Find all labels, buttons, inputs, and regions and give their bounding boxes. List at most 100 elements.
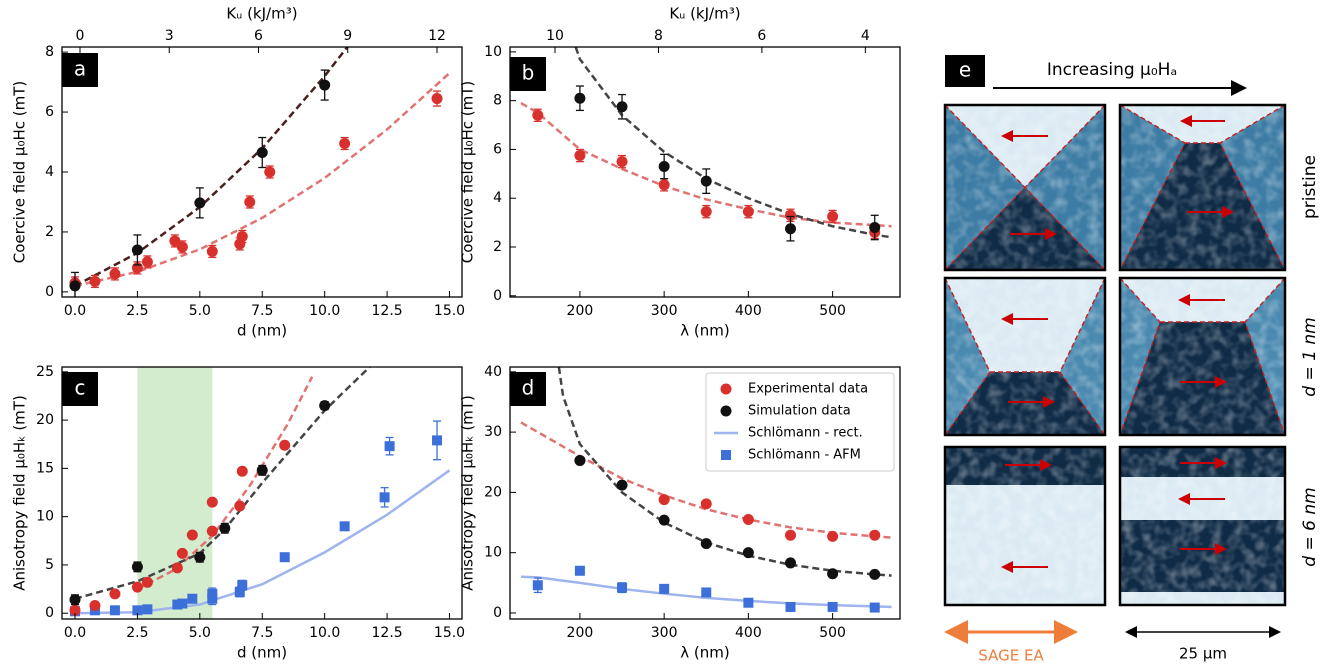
x-tick-label: 7.5	[251, 303, 273, 319]
x-tick-label: 200	[567, 303, 594, 319]
point	[131, 561, 143, 573]
x-tick-label: 0.0	[64, 303, 86, 319]
point	[827, 530, 839, 542]
point	[236, 230, 248, 242]
point	[206, 525, 218, 537]
point	[89, 599, 101, 611]
point	[234, 500, 246, 512]
point	[244, 196, 256, 208]
row-label: d = 6 nm	[1300, 487, 1320, 566]
row-label: d = 1 nm	[1300, 317, 1320, 396]
x-tick-label: 10.0	[309, 625, 340, 641]
panel-label: e	[959, 58, 971, 82]
point	[701, 587, 712, 598]
point	[187, 593, 198, 604]
point	[869, 602, 880, 613]
y-tick-label: 6	[493, 141, 502, 157]
point	[339, 138, 351, 150]
point	[785, 601, 796, 612]
point	[171, 562, 183, 574]
y-tick-label: 6	[45, 104, 54, 120]
y-axis-label: Coercive field μ₀Hc (mT)	[11, 81, 29, 263]
axes-frame	[509, 366, 901, 620]
point	[132, 605, 143, 616]
point	[279, 439, 291, 451]
point	[658, 514, 670, 526]
point	[141, 256, 153, 268]
panel-label: a	[74, 57, 86, 81]
y-tick-label: 10	[484, 44, 502, 60]
x-tick-label: 5.0	[189, 625, 211, 641]
fit-line	[136, 376, 314, 591]
x2-tick-label: 9	[343, 28, 352, 44]
domain-image	[943, 276, 1107, 437]
point	[617, 582, 628, 593]
y-tick-label: 4	[45, 164, 54, 180]
point	[658, 494, 670, 506]
x2-tick-label: 0	[76, 28, 85, 44]
point	[574, 565, 585, 576]
plot-area	[520, 367, 892, 613]
domain-image	[1118, 103, 1287, 272]
point	[236, 465, 248, 477]
x-axis-label: λ (nm)	[680, 322, 729, 340]
x-tick-label: 200	[567, 625, 594, 641]
point	[194, 197, 206, 209]
point	[532, 580, 543, 591]
x2-tick-label: 6	[757, 28, 766, 44]
x-tick-label: 5.0	[189, 303, 211, 319]
panel-label-box	[510, 57, 546, 91]
legend-label: Experimental data	[748, 382, 868, 397]
x2-axis-label: Kᵤ (kJ/m³)	[669, 5, 740, 23]
y-tick-label: 0	[45, 605, 54, 621]
point	[256, 147, 268, 159]
x-tick-label: 0.0	[64, 625, 86, 641]
point	[574, 454, 586, 466]
point	[743, 597, 754, 608]
y-axis-label: Coercive field μ₀Hc (mT)	[459, 81, 477, 263]
point	[827, 568, 839, 580]
x2-axis-label: Kᵤ (kJ/m³)	[226, 5, 297, 23]
point	[207, 588, 218, 599]
y-tick-label: 20	[484, 484, 502, 500]
point	[264, 166, 276, 178]
point	[219, 522, 231, 534]
x2-tick-label: 4	[861, 28, 870, 44]
point	[109, 588, 121, 600]
point	[69, 594, 81, 606]
point	[616, 479, 628, 491]
point	[658, 179, 670, 191]
panel-e: e Increasing μ₀Hₐ	[943, 55, 1320, 665]
panel-label: c	[75, 376, 86, 400]
field-direction-label: Increasing μ₀Hₐ	[1047, 60, 1177, 80]
fit-line	[574, 47, 892, 239]
y-tick-label: 20	[36, 412, 54, 428]
domain-image	[1118, 445, 1287, 607]
point	[339, 521, 350, 532]
y-tick-label: 8	[493, 93, 502, 109]
point	[869, 221, 881, 233]
y-tick-label: 0	[45, 284, 54, 300]
x-tick-label: 15.0	[434, 303, 465, 319]
point	[177, 598, 188, 609]
point	[379, 492, 390, 503]
x-tick-label: 400	[735, 303, 762, 319]
point	[784, 209, 796, 221]
point	[131, 581, 143, 593]
point	[742, 206, 754, 218]
x2-tick-label: 3	[165, 28, 174, 44]
x-tick-label: 15.0	[434, 625, 465, 641]
point	[784, 557, 796, 569]
x-axis-label: d (nm)	[237, 322, 287, 340]
x-axis-label: d (nm)	[237, 644, 287, 662]
y-tick-label: 2	[493, 239, 502, 255]
y-tick-label: 8	[45, 44, 54, 60]
y-tick-label: 0	[493, 288, 502, 304]
point	[700, 175, 712, 187]
panel-label-box	[62, 53, 98, 87]
legend-swatch	[720, 405, 732, 417]
point	[279, 552, 290, 563]
fit-line	[74, 469, 451, 615]
point	[659, 583, 670, 594]
point	[784, 223, 796, 235]
